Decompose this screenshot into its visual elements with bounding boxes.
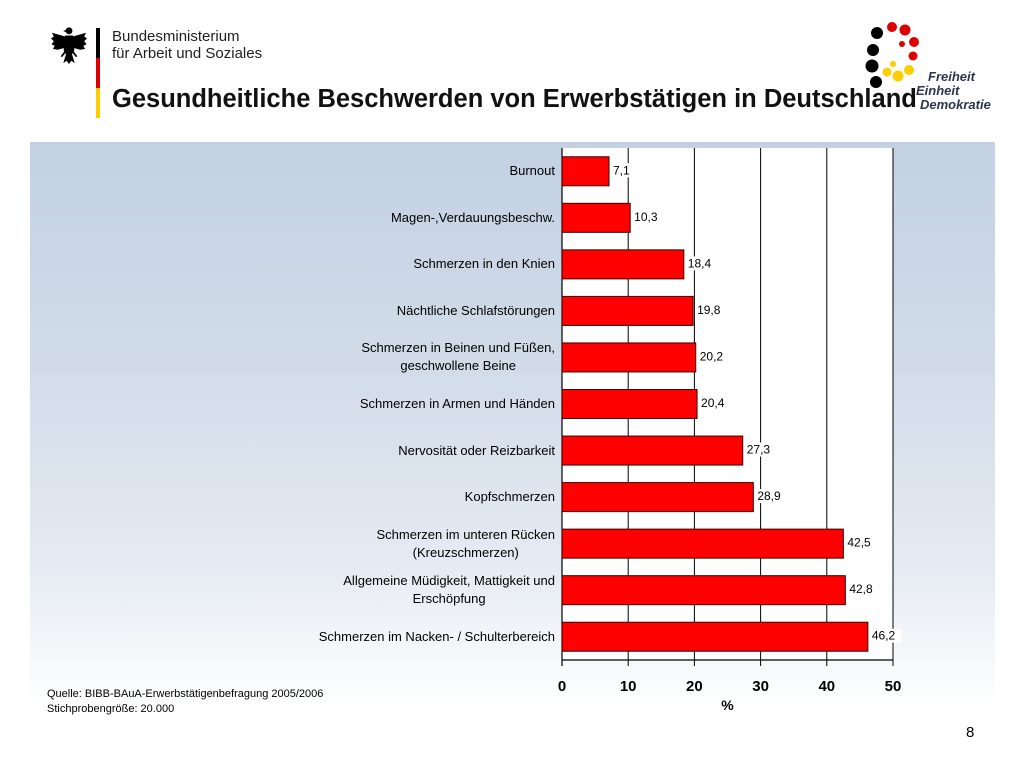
bar-chart: 0 10 20 30 40 50 7,1 10,3 18,4 19,8 20,2 20,4 27,3 28…: [250, 140, 950, 720]
bar-6: [561, 389, 698, 419]
category-label-7: Nervosität oder Reizbarkeit: [398, 442, 555, 458]
bar-11: [561, 621, 869, 652]
bar-5: [561, 342, 697, 373]
data-label-bg-5: [697, 349, 729, 364]
data-label-bg-9: [845, 535, 877, 550]
page-title: Gesundheitliche Beschwerden von Erwerbst…: [112, 85, 917, 113]
category-label-9: Schmerzen im unteren Rücken (Kreuzschmer…: [376, 526, 555, 560]
flag-stripe-red: [96, 58, 100, 88]
data-label-4: 19,8: [697, 303, 721, 317]
x-tick-label-0: 0: [558, 678, 566, 695]
sample-size-note: Stichprobengröße: 20.000: [47, 703, 175, 715]
data-label-bg-4: [695, 302, 727, 317]
bar-2: [561, 202, 631, 233]
black-dots: [865, 27, 883, 88]
flag-stripe-black: [96, 28, 100, 58]
category-label-5: Schmerzen in Beinen und Füßen, geschwoll…: [361, 340, 555, 374]
bar-3: [561, 249, 685, 280]
data-label-9: 42,5: [847, 536, 871, 550]
bar-10: [561, 575, 846, 606]
ministry-name-line2: für Arbeit und Soziales: [112, 45, 263, 62]
data-label-2: 10,3: [634, 210, 658, 224]
red-dots: [887, 22, 919, 61]
data-label-11: 46,2: [872, 629, 896, 643]
data-label-bg-10: [847, 582, 879, 597]
category-label-3: Schmerzen in den Knien: [413, 256, 555, 272]
bar-1: [561, 156, 610, 187]
x-axis-title: %: [721, 697, 734, 713]
category-label-8: Kopfschmerzen: [464, 489, 555, 505]
data-label-1: 7,1: [613, 163, 630, 177]
motto-einheit: Einheit: [916, 83, 960, 98]
category-label-6: Schmerzen in Armen und Händen: [359, 396, 555, 411]
motto-freiheit: Freiheit: [928, 69, 975, 84]
bar-7: [561, 435, 744, 466]
data-label-bg-3: [685, 256, 718, 271]
motto-demokratie: Demokratie: [920, 97, 991, 112]
motto-dots-logo: [865, 22, 919, 88]
bar-8: [561, 482, 754, 513]
data-label-3: 18,4: [688, 256, 712, 270]
data-label-bg-11: [869, 628, 902, 643]
data-label-7: 27,3: [747, 443, 771, 457]
data-label-10: 42,8: [849, 582, 873, 596]
category-label-11: Schmerzen im Nacken- / Schulterbereich: [318, 628, 555, 644]
x-tick-label-10: 10: [620, 678, 637, 695]
data-label-6: 20,4: [701, 396, 725, 410]
bar-4: [561, 295, 694, 326]
data-label-5: 20,2: [700, 349, 724, 363]
data-label-bg-8: [755, 489, 787, 504]
x-tick-label-30: 30: [752, 678, 769, 695]
data-label-8: 28,9: [757, 489, 781, 503]
ministry-name-line1: Bundesministerium: [112, 28, 240, 45]
category-label-1: Burnout: [509, 163, 555, 179]
bar-9: [561, 528, 844, 559]
gold-dots: [882, 61, 914, 82]
chart-plot: 0 10 20 30 40 50 7,1 10,3 18,4 19,8 20,2 20,4 27,3 28…: [558, 148, 902, 713]
x-tick-label-40: 40: [818, 678, 835, 695]
data-label-bg-6: [699, 396, 731, 410]
data-label-bg-7: [744, 442, 776, 457]
data-label-bg-1: [611, 163, 636, 178]
page-number: 8: [966, 724, 975, 741]
flag-stripe: [96, 28, 100, 118]
flag-stripe-gold: [96, 88, 100, 118]
data-label-bg-2: [632, 209, 664, 224]
x-tick-label-20: 20: [686, 678, 703, 695]
category-label-4: Nächtliche Schlafstörungen: [396, 302, 555, 318]
x-tick-label-50: 50: [885, 678, 902, 695]
federal-eagle-logo: [50, 27, 88, 65]
category-label-2: Magen-,Verdauungsbeschw.: [390, 209, 555, 225]
category-label-10: Allgemeine Müdigkeit, Mattigkeit und Ers…: [343, 573, 555, 607]
eagle-shape: [50, 27, 88, 65]
source-note: Quelle: BIBB-BAuA-Erwerbstätigenbefragun…: [47, 688, 324, 700]
